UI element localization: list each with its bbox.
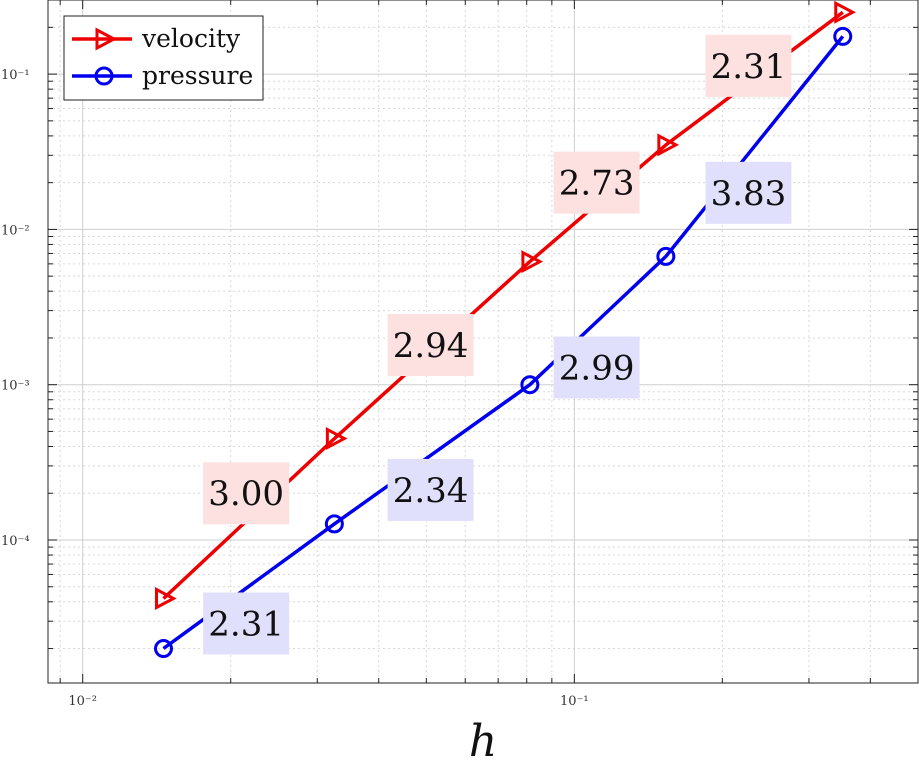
legend-label-pressure: pressure — [142, 61, 253, 90]
data-point-velocity — [834, 0, 856, 24]
rate-annotation-background — [203, 462, 290, 525]
rate-annotation-background — [553, 151, 640, 214]
data-point-velocity — [325, 427, 348, 451]
rate-annotation-background — [553, 336, 640, 399]
rate-annotation: 2.73 — [553, 151, 640, 214]
minor-grid — [48, 0, 918, 683]
data-point-velocity — [657, 133, 680, 157]
legend-entry-velocity: velocity — [72, 24, 241, 53]
data-point-pressure — [656, 246, 676, 266]
rate-annotation: 2.31 — [203, 592, 290, 655]
legend-label-velocity: velocity — [141, 24, 241, 53]
data-point-pressure — [154, 639, 174, 659]
rate-annotation-text: 3.83 — [711, 174, 787, 214]
x-tick-label: 10⁻¹ — [560, 694, 589, 709]
axis-ticks: 10⁻⁴ 10⁻³ 10⁻² 10⁻¹ 10⁻² 10⁻¹ — [1, 0, 918, 709]
rate-annotation-background — [387, 314, 474, 377]
rate-annotation: 2.34 — [387, 458, 474, 521]
rate-annotation: 3.00 — [203, 462, 290, 525]
data-point-velocity — [155, 587, 177, 610]
rate-annotation: 2.94 — [387, 314, 474, 377]
y-tick-label: 10⁻⁴ — [1, 534, 30, 549]
rate-annotation-background — [705, 34, 792, 97]
x-tick-label: 10⁻² — [68, 694, 97, 709]
rate-annotation-background — [705, 161, 792, 224]
rate-annotation: 2.31 — [705, 34, 792, 97]
rate-annotation: 3.83 — [705, 161, 792, 224]
x-axis-label: h — [469, 716, 497, 763]
legend-marker-pressure — [94, 66, 114, 86]
rate-annotation: 2.99 — [553, 336, 640, 399]
rate-annotation-text: 3.00 — [208, 474, 284, 514]
rate-annotation-text: 2.99 — [559, 349, 635, 389]
y-tick-label: 10⁻² — [1, 223, 30, 238]
rate-annotation-text: 2.31 — [711, 47, 787, 87]
rate-annotation-background — [203, 592, 290, 655]
legend: velocity pressure — [63, 15, 264, 101]
rate-annotation-text: 2.73 — [559, 164, 635, 204]
legend-marker-velocity — [95, 27, 118, 51]
y-tick-label: 10⁻³ — [1, 379, 30, 394]
data-point-pressure — [520, 375, 540, 395]
y-tick-label: 10⁻¹ — [1, 68, 30, 83]
plot-frame — [47, 0, 919, 684]
data-point-pressure — [833, 26, 853, 46]
rate-annotation-background — [387, 458, 474, 521]
rate-annotation-text: 2.31 — [208, 604, 284, 644]
rate-annotation-text: 2.34 — [393, 471, 469, 511]
legend-entry-pressure: pressure — [72, 61, 253, 90]
rate-annotations: 3.00 2.94 2.73 2.31 2.31 2.34 2.99 3.83 — [203, 34, 792, 655]
data-point-pressure — [324, 514, 344, 534]
rate-annotation-text: 2.94 — [393, 326, 469, 366]
major-grid — [48, 0, 918, 683]
data-point-velocity — [521, 250, 544, 274]
